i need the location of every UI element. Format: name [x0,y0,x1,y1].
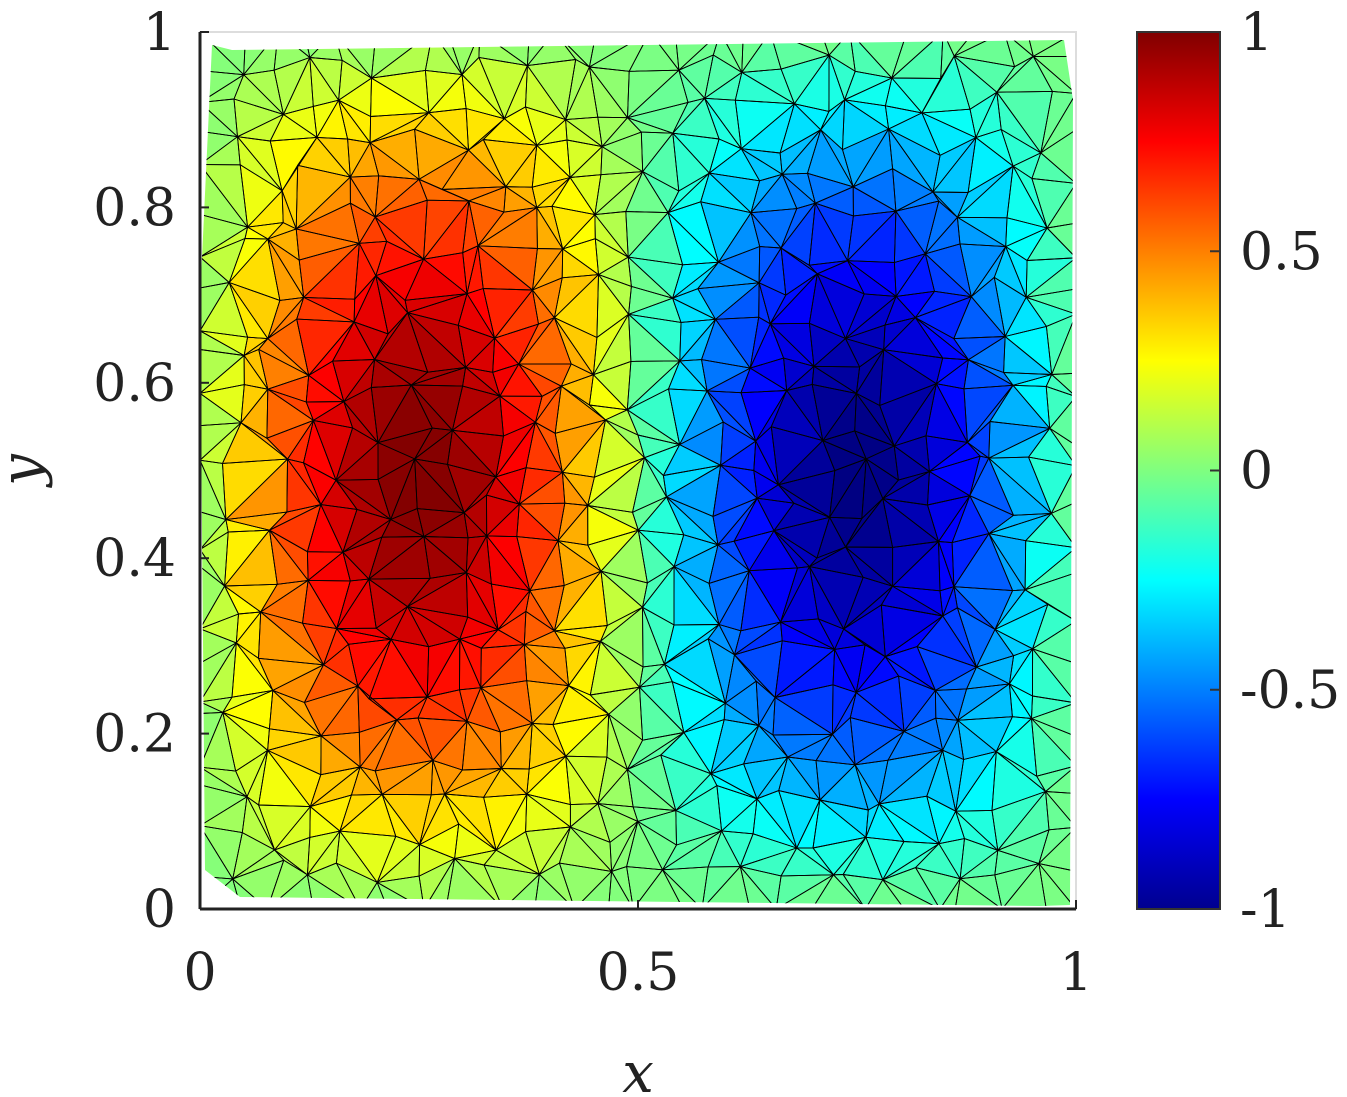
y-tick-label: 1 [143,3,176,63]
y-tick-label: 0.4 [93,529,176,589]
y-tick-label: 0 [143,880,176,940]
mesh-triangle [371,40,434,79]
mesh-triangle [741,40,771,73]
mesh-edges [200,40,1073,906]
mesh-triangle [526,40,556,67]
y-axis-ticks: 0 0.2 0.4 0.6 0.8 1 [93,3,209,940]
mesh-triangle [674,40,721,71]
mesh-triangle [1026,40,1073,57]
y-tick-label: 0.8 [93,178,176,238]
x-tick-label: 0.5 [597,943,680,1003]
mesh-triangle [820,40,851,56]
mesh-triangle [243,40,279,76]
colorbar-ticks: 1 0.5 0 -0.5 -1 [1210,3,1340,940]
y-tick-label: 0.2 [93,705,176,765]
x-axis-label: x [622,1041,654,1097]
colorbar-tick-label: -0.5 [1240,661,1340,721]
colorbar-tick-label: -1 [1240,880,1291,940]
plot-area [198,31,1077,911]
x-tick-label: 0 [183,943,216,1003]
colorbar-gradient [1136,31,1221,910]
colorbar-tick-label: 0 [1240,442,1273,502]
colorbar-tick-label: 0.5 [1240,222,1323,282]
x-tick-label: 1 [1059,943,1092,1003]
colorbar-tick-label: 1 [1240,3,1273,63]
mesh-triangle [891,40,944,79]
mesh-triangle [588,40,651,68]
mesh-triangle [447,40,481,76]
y-axis-label: y [0,453,54,489]
x-axis-ticks: 0 0.5 1 [183,900,1093,1003]
colorbar: 1 0.5 0 -0.5 -1 [1136,3,1340,940]
y-tick-label: 0.6 [93,354,176,414]
mesh-triangle [953,40,1005,57]
field-surface [200,40,1073,906]
